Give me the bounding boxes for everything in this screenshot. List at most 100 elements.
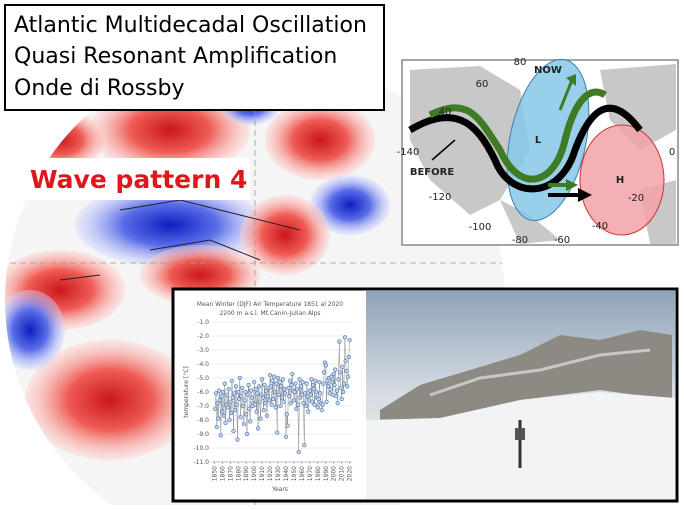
data-point	[340, 364, 345, 369]
y-tick-label: -9.0	[197, 431, 209, 438]
data-point	[302, 443, 307, 448]
data-point	[337, 339, 342, 344]
data-point	[253, 387, 258, 392]
data-point	[329, 374, 334, 379]
data-point	[221, 389, 226, 395]
map-label: 80	[514, 57, 527, 68]
data-point	[335, 401, 340, 406]
data-point	[342, 335, 347, 340]
data-point	[214, 424, 219, 430]
wave-label-box	[18, 158, 250, 200]
map-label: -80	[512, 235, 528, 246]
data-point	[217, 398, 223, 403]
data-point	[252, 402, 258, 407]
y-tick-label: -7.0	[197, 403, 209, 410]
wave-label: Wave pattern 4	[30, 165, 247, 194]
data-point	[279, 384, 284, 389]
data-point	[216, 416, 221, 421]
data-point	[330, 380, 335, 385]
data-point	[331, 371, 336, 376]
data-point	[232, 391, 237, 396]
data-point	[244, 431, 250, 437]
x-tick-label: 1920	[267, 466, 274, 481]
x-tick-label: 1900	[251, 466, 258, 481]
data-point	[228, 410, 234, 416]
data-point	[270, 378, 275, 383]
header-line: Quasi Resonant Amplification	[14, 44, 337, 69]
data-point	[241, 422, 246, 427]
map-label: -20	[628, 193, 644, 204]
map-label: -100	[469, 222, 492, 233]
data-point	[319, 408, 324, 413]
x-tick-label: 1880	[235, 466, 242, 481]
data-point	[267, 373, 273, 378]
x-tick-label: 1980	[315, 466, 322, 481]
data-point	[336, 377, 341, 382]
data-point	[269, 402, 274, 407]
data-point	[300, 380, 305, 385]
data-point	[221, 413, 227, 418]
data-point	[262, 382, 267, 388]
chart-title: Mean Winter (DJF) Air Temperature 1851 a…	[197, 301, 343, 308]
data-point	[332, 382, 337, 388]
data-point	[278, 403, 283, 409]
data-point	[220, 409, 225, 414]
map-label: -120	[429, 192, 452, 203]
data-point	[263, 388, 269, 393]
data-point	[303, 403, 308, 409]
data-point	[265, 394, 270, 399]
y-tick-label: -1.0	[197, 319, 209, 326]
map-label: 40	[439, 107, 452, 118]
data-point	[309, 377, 314, 382]
data-point	[315, 405, 320, 410]
data-point	[240, 385, 245, 390]
data-point	[292, 389, 297, 395]
x-tick-label: 1950	[291, 466, 298, 481]
data-point	[288, 401, 293, 406]
data-point	[338, 385, 343, 390]
data-point	[287, 378, 293, 383]
data-point	[260, 377, 265, 382]
data-point	[213, 391, 219, 396]
data-point	[213, 406, 218, 411]
data-point	[237, 375, 242, 381]
data-point	[297, 377, 302, 382]
data-point	[312, 402, 317, 407]
data-point	[283, 391, 288, 396]
x-tick-label: 1990	[323, 466, 330, 481]
data-point	[223, 420, 228, 425]
data-point	[283, 434, 289, 439]
data-point	[341, 389, 346, 395]
data-point	[286, 385, 291, 390]
data-point	[275, 430, 280, 435]
data-point	[255, 391, 260, 396]
data-point	[276, 392, 281, 397]
data-point	[345, 384, 350, 389]
data-point	[298, 384, 304, 389]
x-tick-label: 2010	[339, 466, 346, 481]
data-point	[273, 405, 278, 410]
data-point	[248, 419, 253, 424]
data-point	[339, 396, 344, 402]
data-point	[272, 389, 277, 395]
header-box	[4, 4, 385, 111]
data-point	[257, 399, 262, 404]
data-point	[227, 417, 232, 423]
data-point	[279, 395, 285, 400]
y-tick-label: -8.0	[197, 417, 209, 424]
data-point	[304, 381, 309, 386]
data-point	[314, 389, 319, 395]
data-point	[234, 402, 239, 407]
x-tick-label: 1970	[307, 466, 314, 481]
data-point	[301, 401, 306, 406]
data-point	[238, 415, 243, 420]
data-point	[260, 395, 266, 400]
data-point	[256, 384, 262, 389]
data-point	[217, 388, 222, 393]
x-tick-label: 1860	[219, 466, 226, 481]
x-tick-label: 2000	[331, 466, 338, 481]
data-point	[233, 384, 238, 389]
data-point	[256, 426, 261, 431]
series-line	[214, 337, 350, 453]
data-point	[219, 394, 224, 399]
